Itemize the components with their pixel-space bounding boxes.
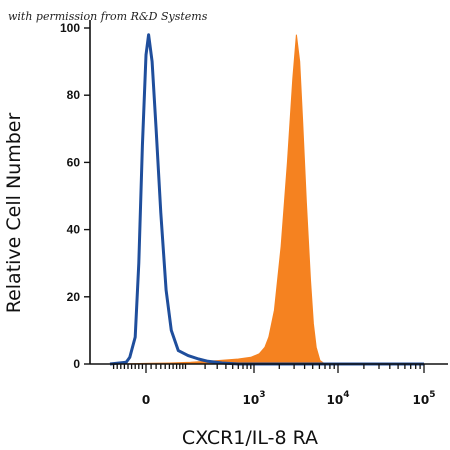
histogram-control-outline	[109, 33, 424, 366]
plot-series-group	[109, 33, 424, 366]
histogram-stained-filled	[109, 34, 424, 365]
watermark-text: with permission from R&D Systems	[8, 10, 208, 23]
y-tick-label: 40	[67, 223, 81, 237]
y-axis-title: Relative Cell Number	[3, 113, 25, 314]
x-axis-title: CXCR1/IL-8 RA	[182, 427, 318, 449]
y-ticks-group: 0 20 40 60 80 100	[60, 21, 90, 371]
x-tick-label: 103	[243, 390, 266, 407]
x-ticks-group: 0 103 104 105	[112, 364, 436, 407]
x-tick-label: 105	[413, 390, 436, 407]
y-tick-label: 60	[67, 155, 81, 169]
y-tick-label: 100	[60, 21, 80, 35]
x-tick-label: 104	[327, 390, 350, 407]
y-tick-label: 80	[67, 88, 81, 102]
y-tick-label: 20	[67, 290, 81, 304]
y-tick-label: 0	[73, 357, 80, 371]
x-tick-label: 0	[142, 393, 150, 407]
